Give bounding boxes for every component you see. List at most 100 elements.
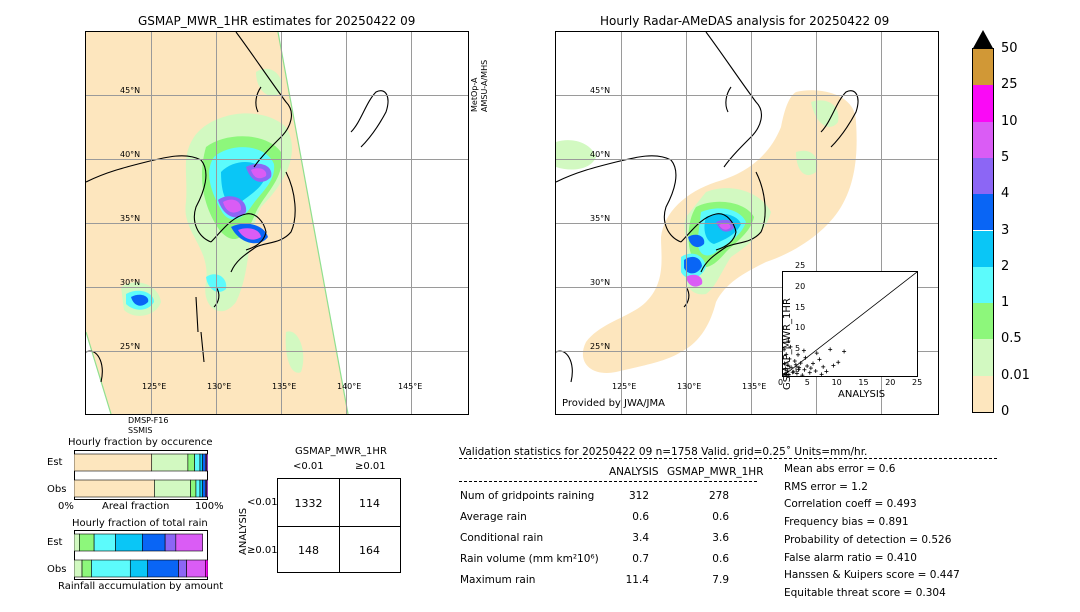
stacked-bar-segment [91,559,131,578]
scatter-y-tick: 0 [795,365,801,374]
validation-gsmap: 0.6 [712,511,729,523]
colorbar-tick-label: 1 [1001,295,1010,311]
validation-score: Probability of detection = 0.526 [784,533,952,546]
scatter-point [828,347,833,352]
sensor-label-bottom-1: DMSP-F16 [128,416,169,425]
right-map-title: Hourly Radar-AMeDAS analysis for 2025042… [600,14,890,28]
scatter-point [784,352,789,357]
stacked-bar-segment [154,479,191,498]
lat-label: 45°N [120,86,141,95]
scatter-y-tick: 15 [795,302,806,312]
sensor-label-right-2: AMSU-A/MHS [480,59,489,112]
colorbar-segment [973,157,993,195]
lat-label: 40°N [590,150,611,159]
scatter-x-tick: 15 [858,378,869,387]
lon-label: 130°E [677,382,702,391]
occurrence-row-est: Est [47,457,63,468]
stacked-bar-segment [199,479,203,498]
contingency-col-0: <0.01 [293,461,324,472]
lat-label: 40°N [120,150,141,159]
contingency-row-0: <0.01 [247,497,278,508]
scatter-point [790,370,795,375]
scatter-point [785,363,790,368]
colorbar-segment [973,85,993,122]
right-map: 45°N 40°N 35°N 30°N 25°N 125°E 130°E 135… [555,31,939,415]
stacked-bar-segment [195,479,201,498]
validation-divider [459,458,997,459]
scatter-point [792,359,797,364]
colorbar [972,30,994,413]
scatter-point [784,373,789,376]
inset-scatter [782,271,918,377]
scatter-point [789,365,794,370]
scatter-point [813,369,818,374]
colorbar-segment [973,121,993,158]
contingency-cell: 1332 [294,497,323,510]
occurrence-xmin: 0% [58,501,74,512]
stacked-bar-segment [147,559,179,578]
lat-label: 30°N [120,278,141,287]
colorbar-tick-label: 0 [1001,404,1010,419]
scatter-point [808,366,813,371]
validation-score: Hanssen & Kuipers score = 0.447 [784,569,960,582]
occurrence-xlabel: Areal fraction [102,501,170,512]
colorbar-segment [973,194,993,231]
scatter-y-tick: 10 [795,323,806,333]
scatter-point [783,366,788,371]
validation-analysis: 312 [628,490,649,502]
scatter-point [796,367,801,372]
lon-label: 125°E [142,382,167,391]
scatter-point [786,339,791,344]
lat-label: 25°N [590,342,611,351]
scatter-point [821,364,826,369]
total-rain-row-est: Est [47,537,63,548]
colorbar-tick-label: 0.5 [1001,331,1022,347]
stacked-bar-segment [142,533,166,552]
validation-score: Correlation coeff = 0.493 [784,498,917,511]
sensor-label-bottom-2: SSMIS [128,426,153,435]
validation-analysis: 0.6 [632,511,649,523]
colorbar-extend-arrow [972,30,994,50]
total-rain-chart [73,530,209,580]
validation-score: RMS error = 1.2 [784,480,868,493]
scatter-point [817,357,822,362]
validation-subdivider [459,481,757,482]
scatter-point [787,356,792,361]
stacked-bar-segment [202,453,206,472]
occurrence-xmax: 100% [195,501,224,512]
scatter-xlabel: ANALYSIS [838,389,886,400]
scatter-point [842,349,847,354]
stacked-bar-segment [73,533,80,552]
scatter-point [798,361,803,366]
contingency-table: 1332 114 148 164 [277,478,401,573]
scatter-point [811,361,816,366]
scatter-point [807,370,812,375]
stacked-bar-segment [178,559,187,578]
stacked-bar-segment [129,559,148,578]
validation-header: Validation statistics for 20250422 09 n=… [459,446,868,458]
validation-score: False alarm ratio = 0.410 [784,551,917,564]
validation-gsmap: 278 [708,490,729,502]
scatter-point [796,352,801,357]
colorbar-tick-label: 3 [1001,222,1010,238]
stacked-bar-segment [199,453,203,472]
lat-label: 35°N [120,214,141,223]
scatter-x-tick: 25 [912,378,923,387]
scatter-point [783,347,787,352]
colorbar-tick-label: 50 [1001,41,1018,56]
scatter-point [836,360,841,365]
scatter-y-tick: 25 [795,261,806,270]
scatter-point [785,369,790,374]
contingency-row-1: ≥0.01 [247,545,278,556]
stacked-bar-segment [202,479,206,498]
lat-label: 25°N [120,342,141,351]
stacked-bar-segment [81,559,92,578]
lat-label: 45°N [590,86,611,95]
validation-col-analysis: ANALYSIS [609,466,659,478]
lon-label: 125°E [612,382,637,391]
colorbar-tick-label: 10 [1001,113,1018,129]
colorbar-segment [973,266,993,304]
colorbar-segment [973,49,993,86]
frame [74,530,208,580]
scatter-point [814,351,819,356]
